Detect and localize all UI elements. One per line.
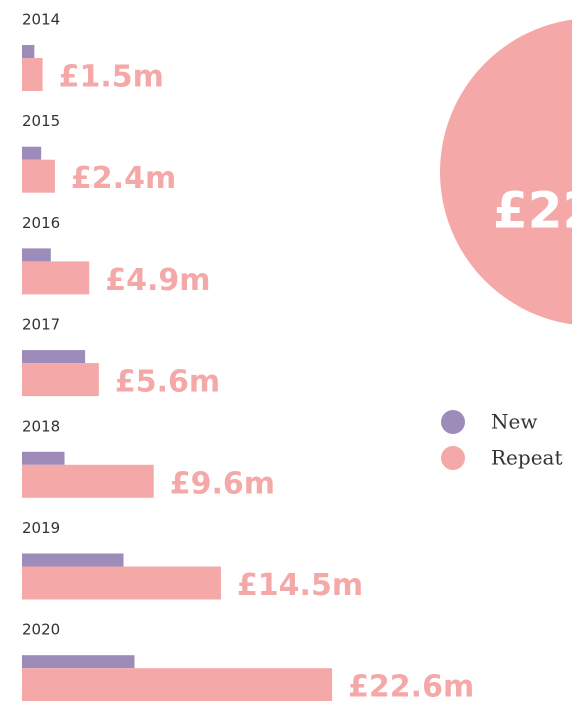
- year-label: 2019: [22, 519, 60, 537]
- total-circle: [440, 19, 572, 325]
- bar-new: [22, 45, 35, 58]
- bar-repeat: [22, 363, 99, 397]
- year-label: 2020: [22, 621, 60, 639]
- bar-new: [22, 350, 86, 364]
- year-label: 2014: [22, 11, 60, 29]
- value-label: £4.9m: [105, 263, 210, 298]
- legend-label: New: [491, 410, 537, 434]
- year-label: 2015: [22, 112, 60, 130]
- year-label: 2017: [22, 316, 60, 334]
- total-annotation: £22: [493, 182, 572, 240]
- year-label: 2016: [22, 214, 60, 232]
- bar-repeat: [22, 464, 154, 498]
- bar-new: [22, 248, 51, 262]
- bar-repeat: [22, 159, 55, 193]
- bar-repeat: [22, 668, 333, 701]
- value-label: £5.6m: [115, 365, 220, 400]
- legend-swatch: [441, 446, 465, 470]
- bar-new: [22, 553, 124, 567]
- legend-label: Repeat: [491, 446, 563, 470]
- value-label: £2.4m: [71, 161, 176, 196]
- bar-new: [22, 146, 42, 160]
- year-label: 2018: [22, 417, 60, 435]
- value-label: £14.5m: [237, 568, 363, 603]
- bar-new: [22, 655, 135, 669]
- bar-repeat: [22, 566, 221, 600]
- value-label: £9.6m: [170, 466, 275, 501]
- value-label: £1.5m: [59, 60, 164, 95]
- legend-swatch: [441, 410, 465, 434]
- bar-repeat: [22, 58, 43, 91]
- bar-repeat: [22, 261, 90, 295]
- value-label: £22.6m: [348, 670, 474, 701]
- bar-new: [22, 451, 65, 465]
